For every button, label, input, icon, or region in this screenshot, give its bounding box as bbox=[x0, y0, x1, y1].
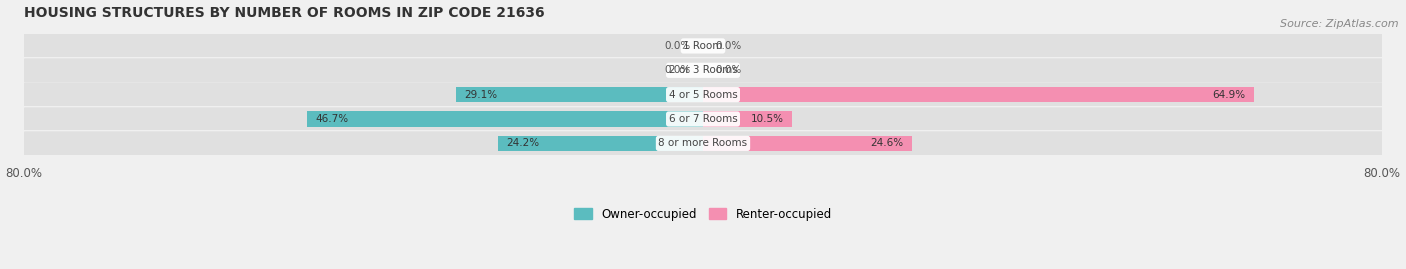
Text: 24.2%: 24.2% bbox=[506, 138, 540, 148]
Text: 0.0%: 0.0% bbox=[664, 65, 690, 75]
Text: 0.0%: 0.0% bbox=[716, 65, 742, 75]
Text: 8 or more Rooms: 8 or more Rooms bbox=[658, 138, 748, 148]
Text: 24.6%: 24.6% bbox=[870, 138, 903, 148]
Text: HOUSING STRUCTURES BY NUMBER OF ROOMS IN ZIP CODE 21636: HOUSING STRUCTURES BY NUMBER OF ROOMS IN… bbox=[24, 6, 544, 20]
Bar bbox=[703, 111, 792, 126]
Text: 64.9%: 64.9% bbox=[1212, 90, 1246, 100]
Bar bbox=[24, 132, 1382, 155]
Bar bbox=[24, 108, 1382, 130]
Bar bbox=[498, 136, 703, 151]
Bar bbox=[703, 136, 911, 151]
Bar bbox=[24, 34, 1382, 57]
Text: 2 or 3 Rooms: 2 or 3 Rooms bbox=[669, 65, 737, 75]
Text: 46.7%: 46.7% bbox=[315, 114, 349, 124]
Bar bbox=[24, 83, 1382, 106]
Text: 4 or 5 Rooms: 4 or 5 Rooms bbox=[669, 90, 737, 100]
Bar bbox=[456, 87, 703, 102]
Text: 0.0%: 0.0% bbox=[716, 41, 742, 51]
Text: 0.0%: 0.0% bbox=[664, 41, 690, 51]
Bar bbox=[24, 59, 1382, 82]
Text: 10.5%: 10.5% bbox=[751, 114, 783, 124]
Text: 29.1%: 29.1% bbox=[464, 90, 498, 100]
Legend: Owner-occupied, Renter-occupied: Owner-occupied, Renter-occupied bbox=[569, 203, 837, 225]
Text: Source: ZipAtlas.com: Source: ZipAtlas.com bbox=[1281, 19, 1399, 29]
Bar bbox=[307, 111, 703, 126]
Text: 6 or 7 Rooms: 6 or 7 Rooms bbox=[669, 114, 737, 124]
Bar bbox=[703, 87, 1254, 102]
Text: 1 Room: 1 Room bbox=[683, 41, 723, 51]
